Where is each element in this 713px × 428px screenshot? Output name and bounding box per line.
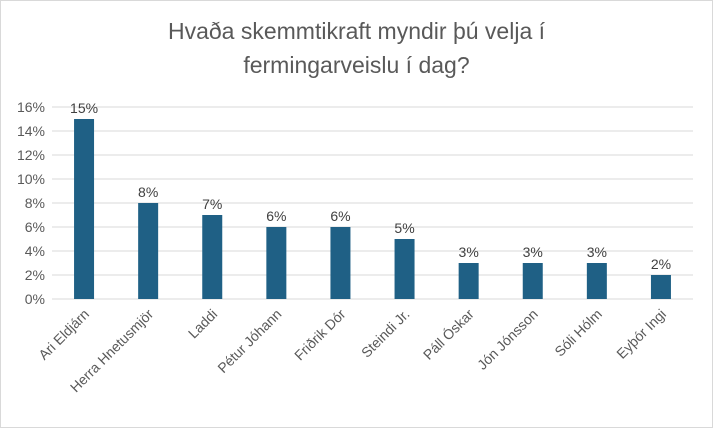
bar [522,263,543,299]
category-label: Pétur Jóhann [214,306,284,376]
y-tick-label: 8% [25,195,45,211]
y-tick-label: 2% [25,267,45,283]
chart-title: Hvaða skemmtikraft myndir þú velja í fer… [0,14,713,82]
y-axis-ticks: 0% 2% 4% 6% 8% 10% 12% 14% 16% [17,99,45,307]
category-label: Páll Óskar [420,306,477,363]
bars [74,119,671,299]
gridlines [52,106,693,300]
bar [586,263,607,299]
data-label: 6% [266,208,286,224]
chart-title-line-1: Hvaða skemmtikraft myndir þú velja í [167,18,546,44]
bar [266,227,287,299]
category-label: Eyþór Ingi [613,306,669,362]
data-label: 3% [523,244,543,260]
bar [458,263,479,299]
data-label: 6% [330,208,350,224]
y-tick-label: 6% [25,219,45,235]
data-label: 3% [587,244,607,260]
bar [202,215,223,299]
bar [330,227,351,299]
y-tick-label: 10% [17,171,45,187]
category-label: Sóli Hólm [551,306,605,360]
category-label: Ari Eldjárn [35,306,92,363]
data-label: 3% [459,244,479,260]
y-tick-label: 4% [25,243,45,259]
y-tick-label: 14% [17,123,45,139]
bar [394,239,415,299]
y-tick-label: 16% [17,99,45,115]
bar [650,275,671,299]
chart-title-line-2: fermingarveislu í dag? [243,52,470,78]
y-tick-label: 0% [25,291,45,307]
category-label: Jón Jónsson [474,306,541,373]
data-labels: 15% 8% 7% 6% 6% 5% 3% 3% 3% 2% [70,100,671,272]
data-label: 5% [394,220,414,236]
data-label: 8% [138,184,158,200]
category-label: Steindi Jr. [358,306,413,361]
y-tick-label: 12% [17,147,45,163]
category-label: Laddi [185,306,221,342]
category-label: Friðrik Dór [291,306,349,364]
bar [138,203,159,299]
data-label: 15% [70,100,98,116]
data-label: 7% [202,196,222,212]
bar [74,119,95,299]
data-label: 2% [651,256,671,272]
